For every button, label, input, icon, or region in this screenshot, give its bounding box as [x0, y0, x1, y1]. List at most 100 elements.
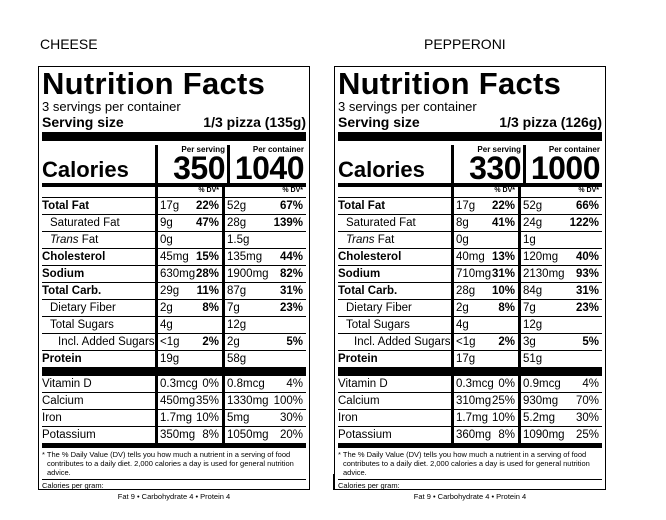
nutrient-container: 24g 122%	[518, 215, 602, 231]
label-caption-cheese: CHEESE	[40, 36, 98, 52]
amount-serving: 0g	[456, 234, 469, 246]
nutrient-row: Trans Fat 0g 1.5g	[42, 232, 306, 249]
vitamin-label: Iron	[42, 412, 62, 424]
serving-size-label: Serving size	[42, 114, 124, 130]
nutrient-container: 58g	[222, 351, 306, 367]
amount-serving: <1g	[456, 336, 476, 348]
amount-container: 24g	[523, 217, 543, 229]
dv-container: 44%	[279, 251, 303, 263]
amount-serving: 310mg	[456, 395, 492, 407]
calories-per-gram-label: Calories per gram:	[42, 481, 104, 490]
calories-per-gram-values: Fat 9 • Carbohydrate 4 • Protein 4	[117, 492, 231, 501]
panel-title: Nutrition Facts	[338, 66, 562, 101]
vitamin-row: Calcium 450mg 35% 1330mg 100%	[42, 393, 306, 410]
vitamin-row: Vitamin D 0.3mcg 0% 0.9mcg 4%	[338, 376, 602, 393]
calories-per-gram-values: Fat 9 • Carbohydrate 4 • Protein 4	[413, 492, 527, 501]
nutrient-label: Trans Fat	[50, 234, 99, 246]
nutrient-container: 51g	[518, 351, 602, 367]
amount-serving: 0.3mcg	[456, 378, 494, 390]
nutrient-serving: 29g 11%	[155, 283, 222, 299]
dv-serving: 47%	[195, 217, 219, 229]
nutrient-label: Incl. Added Sugars	[58, 336, 155, 348]
dv-serving: 0%	[498, 378, 515, 390]
dv-serving: 10%	[491, 412, 515, 424]
vitamin-serving: 0.3mcg 0%	[155, 376, 222, 392]
nutrient-container: 3g 5%	[518, 334, 602, 350]
vitamin-row: Iron 1.7mg 10% 5mg 30%	[42, 410, 306, 427]
dv-serving: 8%	[498, 429, 515, 441]
amount-container: 84g	[523, 285, 543, 297]
dv-serving: 13%	[491, 251, 515, 263]
calories-per-container: Per container 1040	[227, 145, 306, 184]
serving-size-row: Serving size 1/3 pizza (135g)	[42, 114, 306, 130]
nutrient-row: Dietary Fiber 2g 8% 7g 23%	[42, 300, 306, 317]
panel-title: Nutrition Facts	[42, 66, 266, 101]
vitamin-row: Iron 1.7mg 10% 5.2mg 30%	[338, 410, 602, 427]
dv-container: 31%	[279, 285, 303, 297]
nutrient-serving: <1g 2%	[155, 334, 222, 350]
nutrient-serving: 4g	[155, 317, 222, 333]
serving-size-value: 1/3 pizza (126g)	[499, 114, 602, 130]
vitamin-container: 1090mg 25%	[518, 427, 602, 443]
nutrient-label: Dietary Fiber	[50, 302, 116, 314]
dv-container: 4%	[582, 378, 599, 390]
nutrient-row: Cholesterol 40mg 13% 120mg 40%	[338, 249, 602, 266]
nutrient-label: Sodium	[338, 268, 381, 280]
dv-header-serving: % DV*	[155, 187, 222, 197]
dv-serving: 41%	[491, 217, 515, 229]
dv-serving: 0%	[202, 378, 219, 390]
amount-container: 7g	[227, 302, 240, 314]
nutrient-label: Total Sugars	[50, 319, 114, 331]
dv-container: 82%	[279, 268, 303, 280]
dv-container: 93%	[575, 268, 599, 280]
vitamin-serving: 310mg 25%	[451, 393, 518, 409]
amount-serving: 8g	[456, 217, 469, 229]
dv-container: 20%	[279, 429, 303, 441]
nutrient-container: 120mg 40%	[518, 249, 602, 265]
vitamin-serving: 350mg 8%	[155, 427, 222, 443]
nutrient-label: Total Carb.	[338, 285, 398, 297]
dv-footnote: * The % Daily Value (DV) tells you how m…	[42, 444, 306, 477]
amount-serving: 17g	[456, 353, 476, 365]
amount-serving: 1.7mg	[160, 412, 192, 424]
vitamin-container: 0.8mcg 4%	[222, 376, 306, 392]
label-caption-pepperoni: PEPPERONI	[424, 36, 506, 52]
vitamin-container: 1330mg 100%	[222, 393, 306, 409]
nutrient-row: Incl. Added Sugars <1g 2% 2g 5%	[42, 334, 306, 351]
dv-header-container: % DV*	[222, 187, 306, 197]
nutrient-row: Total Carb. 29g 11% 87g 31%	[42, 283, 306, 300]
serving-size-value: 1/3 pizza (135g)	[203, 114, 306, 130]
dv-container: 67%	[279, 200, 303, 212]
calories-per-gram: Calories per gram: Fat 9 • Carbohydrate 4…	[338, 479, 602, 502]
amount-serving: 28g	[456, 285, 476, 297]
calories-container-value: 1000	[530, 150, 601, 186]
nutrient-container: 52g 67%	[222, 198, 306, 214]
serving-size-label: Serving size	[338, 114, 420, 130]
amount-serving: 40mg	[456, 251, 485, 263]
dv-serving: 2%	[498, 336, 515, 348]
nutrient-row: Dietary Fiber 2g 8% 7g 23%	[338, 300, 602, 317]
nutrient-container: 87g 31%	[222, 283, 306, 299]
footnote-text: * The % Daily Value (DV) tells you how m…	[338, 450, 590, 477]
footnote-text: * The % Daily Value (DV) tells you how m…	[42, 450, 294, 477]
amount-serving: 2g	[456, 302, 469, 314]
dv-serving: 11%	[196, 285, 219, 297]
amount-serving: 17g	[456, 200, 476, 212]
nutrient-label: Protein	[338, 353, 378, 365]
amount-serving: 0g	[160, 234, 173, 246]
nutrient-container: 1900mg 82%	[222, 266, 306, 282]
calories-serving-value: 330	[469, 150, 521, 186]
amount-container: 930mg	[523, 395, 559, 407]
dv-container: 23%	[279, 302, 303, 314]
vitamin-row: Potassium 350mg 8% 1050mg 20%	[42, 427, 306, 444]
nutrient-row: Total Sugars 4g 12g	[338, 317, 602, 334]
dv-footnote: * The % Daily Value (DV) tells you how m…	[338, 444, 602, 477]
nutrient-row: Total Fat 17g 22% 52g 66%	[338, 198, 602, 215]
nutrient-serving: <1g 2%	[451, 334, 518, 350]
nutrient-row: Protein 17g 51g	[338, 351, 602, 368]
servings-per-container: 3 servings per container	[42, 99, 181, 114]
nutrient-label: Total Carb.	[42, 285, 102, 297]
dv-serving: 10%	[195, 412, 219, 424]
vitamin-serving: 450mg 35%	[155, 393, 222, 409]
dv-container: 40%	[575, 251, 599, 263]
